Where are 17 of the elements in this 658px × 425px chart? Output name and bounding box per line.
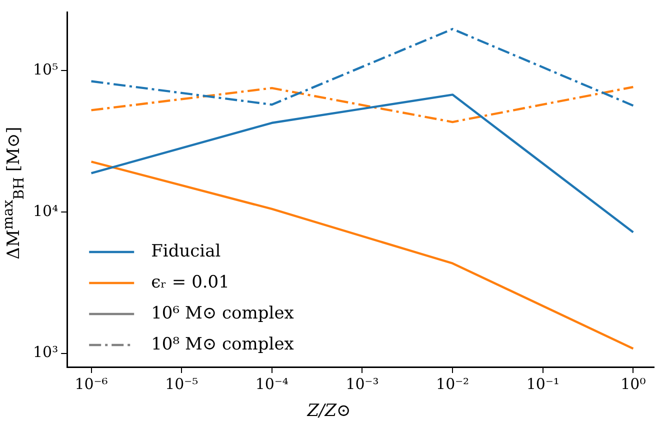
legend-label: 10⁸ M⊙ complex bbox=[151, 334, 294, 354]
x-tick-label: 10⁻¹ bbox=[526, 374, 560, 393]
x-tick-label: 10⁻³ bbox=[346, 374, 379, 393]
x-tick-label: 10⁻⁵ bbox=[165, 374, 198, 393]
y-tick-label: 10⁵ bbox=[32, 60, 58, 79]
legend-label: 10⁶ M⊙ complex bbox=[151, 303, 294, 324]
x-tick-label: 10⁰ bbox=[620, 374, 646, 393]
line-series bbox=[90, 28, 634, 107]
legend-label: ϵᵣ = 0.01 bbox=[151, 272, 230, 292]
y-tick-label: 10³ bbox=[32, 343, 58, 362]
line-series bbox=[90, 86, 634, 124]
y-tick-label: 10⁴ bbox=[32, 202, 58, 220]
x-tick-label: 10⁻² bbox=[436, 374, 470, 393]
x-axis-title: Z/Z⊙ bbox=[306, 401, 352, 421]
x-tick-label: 10⁻⁴ bbox=[255, 374, 288, 393]
x-tick-label: 10⁻⁶ bbox=[74, 374, 108, 393]
legend-label: Fiducial bbox=[151, 241, 221, 262]
